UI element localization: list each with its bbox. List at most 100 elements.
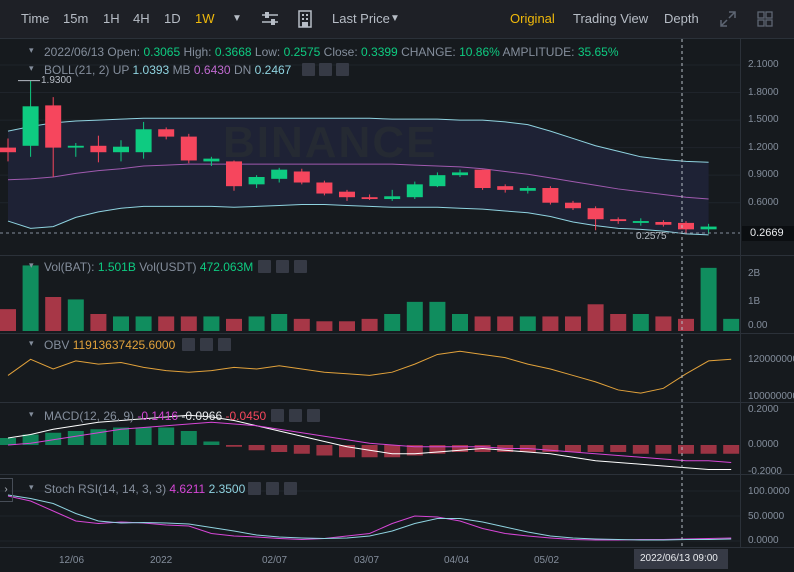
- close-icon[interactable]: [284, 482, 297, 495]
- depth-tab[interactable]: Depth: [664, 11, 699, 26]
- volume-bar: [226, 318, 242, 331]
- x-axis-label: 02/07: [262, 555, 288, 566]
- volume-bar: [565, 316, 581, 331]
- candle-body: [565, 202, 581, 209]
- interval-1h-button[interactable]: 1H: [103, 11, 120, 26]
- interval-1d-button[interactable]: 1D: [164, 11, 181, 26]
- expand-icon[interactable]: [720, 11, 736, 27]
- time-button[interactable]: Time: [21, 11, 50, 26]
- volume-bar: [632, 314, 649, 331]
- trading-view-tab[interactable]: Trading View: [573, 11, 649, 26]
- macd-hist-bar: [361, 445, 378, 458]
- boll-up-label: UP: [112, 63, 130, 77]
- open-label: Open:: [107, 45, 141, 59]
- candle-body: [610, 219, 627, 222]
- pane-divider[interactable]: [0, 547, 794, 548]
- obv-axis-label: 12000000000: [748, 354, 794, 365]
- candle-body: [655, 221, 672, 225]
- close-icon[interactable]: [307, 409, 320, 422]
- volume-bar: [655, 316, 672, 331]
- volume-bar: [474, 316, 491, 331]
- volume-bar: [429, 301, 446, 331]
- candle-body: [45, 105, 62, 148]
- low-label: Low:: [254, 45, 281, 59]
- gear-icon[interactable]: [266, 482, 279, 495]
- chevron-down-icon[interactable]: ▼: [232, 13, 242, 24]
- macd-hist-bar: [226, 445, 242, 447]
- eye-icon[interactable]: [258, 260, 271, 273]
- gear-icon[interactable]: [276, 260, 289, 273]
- building-icon[interactable]: [298, 10, 312, 28]
- last-price-dropdown[interactable]: Last Price: [332, 11, 390, 26]
- x-axis-label: 2022: [150, 555, 173, 566]
- close-icon[interactable]: [294, 260, 307, 273]
- macd-hist-bar: [45, 432, 62, 445]
- macd-hist-bar: [587, 445, 604, 452]
- volume-bar: [339, 321, 355, 331]
- collapse-icon[interactable]: ▾: [29, 45, 34, 55]
- gear-icon[interactable]: [200, 338, 213, 351]
- pane-divider[interactable]: [0, 255, 794, 256]
- macd-axis-label: 0.2000: [748, 404, 779, 415]
- price-axis[interactable]: [740, 39, 794, 547]
- pane-divider[interactable]: [0, 474, 794, 475]
- candle-body: [226, 161, 242, 187]
- candle-body: [22, 106, 39, 146]
- collapse-icon[interactable]: ▾: [29, 482, 34, 492]
- collapse-icon[interactable]: ▾: [29, 63, 34, 73]
- stoch-axis-label: 100.0000: [748, 486, 790, 497]
- eye-icon[interactable]: [248, 482, 261, 495]
- collapse-icon[interactable]: ▾: [29, 338, 34, 348]
- macd-hist-bar: [316, 445, 333, 456]
- expand-panel-button[interactable]: ›: [0, 478, 13, 502]
- stoch-axis-label: 0.0000: [748, 535, 779, 546]
- macd-legend: MACD(12, 26, 9) -0.1416 -0.0966 -0.0450: [44, 409, 266, 423]
- volume-bar: [22, 265, 39, 331]
- chevron-down-icon[interactable]: ▼: [390, 13, 400, 24]
- high-marker-label: 1.9300: [41, 75, 72, 86]
- collapse-icon[interactable]: ▾: [29, 260, 34, 270]
- eye-icon[interactable]: [271, 409, 284, 422]
- candle-body: [180, 136, 197, 161]
- original-view-tab[interactable]: Original: [510, 11, 555, 26]
- vol-axis-label: 2B: [748, 268, 761, 279]
- stoch-k-line: [7, 495, 732, 541]
- interval-15m-button[interactable]: 15m: [63, 11, 89, 26]
- macd-value-1: -0.1416: [137, 409, 179, 423]
- grid-layout-icon[interactable]: [757, 11, 773, 27]
- candle-body: [474, 169, 491, 189]
- pane-divider[interactable]: [0, 333, 794, 334]
- macd-value-3: -0.0450: [225, 409, 267, 423]
- candle-body: [361, 197, 378, 200]
- macd-hist-bar: [180, 431, 197, 445]
- close-icon[interactable]: [218, 338, 231, 351]
- change-label: CHANGE:: [401, 45, 456, 59]
- last-price-tag: 0.2669: [742, 226, 794, 241]
- interval-1w-button[interactable]: 1W: [195, 11, 215, 26]
- pane-divider[interactable]: [0, 402, 794, 403]
- eye-icon[interactable]: [302, 63, 315, 76]
- close-label: Close:: [323, 45, 358, 59]
- volume-bar: [271, 314, 288, 331]
- volume-bar: [542, 316, 559, 331]
- candle-body: [293, 171, 310, 183]
- x-axis-label: 03/07: [354, 555, 380, 566]
- gear-icon[interactable]: [289, 409, 302, 422]
- eye-icon[interactable]: [182, 338, 195, 351]
- volume-bar: [180, 316, 197, 331]
- price-axis-label: 1.2000: [748, 142, 779, 153]
- vol-label: Vol(BAT):: [44, 260, 95, 274]
- volume-bar: [700, 267, 717, 331]
- open-value: 0.3065: [143, 45, 181, 59]
- toolbar: Time 15m 1H 4H 1D 1W ▼ Last Price ▼ Orig…: [0, 0, 794, 39]
- gear-icon[interactable]: [319, 63, 332, 76]
- indicator-settings-icon[interactable]: [261, 11, 279, 27]
- interval-4h-button[interactable]: 4H: [133, 11, 150, 26]
- volume-bar: [135, 316, 152, 331]
- macd-hist-bar: [429, 445, 446, 454]
- close-icon[interactable]: [336, 63, 349, 76]
- collapse-icon[interactable]: ▾: [29, 409, 34, 419]
- close-value: 0.3399: [361, 45, 398, 59]
- boll-legend: BOLL(21, 2) UP 1.0393 MB 0.6430 DN 0.246…: [44, 63, 291, 77]
